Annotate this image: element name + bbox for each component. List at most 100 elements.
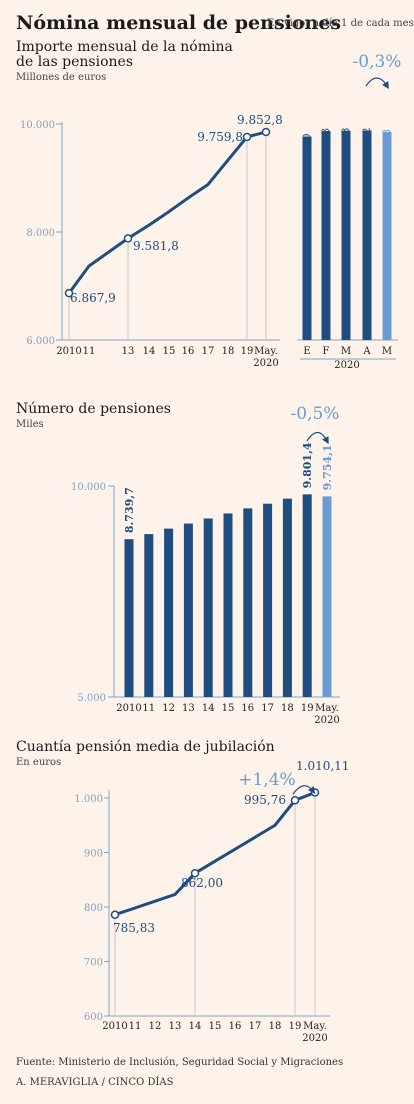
chart2-change-label: -0,3% xyxy=(353,52,402,72)
chart2-x-tick-label: M xyxy=(382,346,392,357)
chart4-x-tick-label-line1: 2020 xyxy=(302,1033,327,1044)
chart1-x-tick-label: 13 xyxy=(122,346,135,357)
chart1-unit: Millones de euros xyxy=(16,72,107,83)
chart1-point-marker xyxy=(261,127,271,137)
chart4-point-label: 995,76 xyxy=(244,793,286,807)
chart3-bar xyxy=(144,534,154,697)
chart4-point-label: 862,00 xyxy=(181,876,223,890)
chart1-point-label: 9.852,8 xyxy=(237,113,283,127)
chart1-x-tick-label-line0: May. xyxy=(254,346,278,357)
chart4-change-label: +1,4% xyxy=(238,770,295,790)
footer-source: Fuente: Ministerio de Inclusión, Segurid… xyxy=(16,1057,344,1068)
chart1-point-label: 9.581,8 xyxy=(133,239,179,253)
chart3-x-tick-label: 18 xyxy=(281,703,294,714)
chart1-point-marker xyxy=(242,132,252,142)
chart1-y-tick-label: 8.000 xyxy=(26,228,55,239)
chart1-point-marker xyxy=(123,234,133,243)
chart1-x-tick-label: 14 xyxy=(143,346,156,357)
chart3-unit: Miles xyxy=(16,419,44,430)
chart3-x-tick-label: 19 xyxy=(301,703,314,714)
chart3-bar xyxy=(322,496,332,697)
chart3-y-tick-label: 10.000 xyxy=(71,482,106,493)
chart1-y-tick-label: 6.000 xyxy=(26,336,55,347)
chart1-x-tick-label: 2010 xyxy=(56,346,81,357)
chart2-bar xyxy=(382,131,392,340)
chart3-bar xyxy=(302,494,312,697)
chart4-y-tick-label: 700 xyxy=(84,958,103,969)
chart4-x-tick-label: 11 xyxy=(129,1021,142,1032)
chart2-bar-value-label: 9.852,8 xyxy=(382,129,393,167)
chart4-y-tick-label: 600 xyxy=(84,1012,103,1023)
footer-credit: A. MERAVIGLIA / CINCO DÍAS xyxy=(16,1077,174,1088)
chart3-x-tick-label: 16 xyxy=(241,703,254,714)
chart1-x-tick-label: 11 xyxy=(83,346,96,357)
chart3-bar xyxy=(183,523,193,697)
chart4-x-tick-label: 2010 xyxy=(102,1021,127,1032)
chart4-point-label: 785,83 xyxy=(113,921,155,935)
chart4-y-tick-label: 800 xyxy=(84,903,103,914)
chart1-point-label: 6.867,9 xyxy=(70,291,116,305)
chart4-change-arrow xyxy=(292,785,316,795)
chart4-point-marker xyxy=(110,910,120,919)
chart3-x-tick-label: 2010 xyxy=(116,703,141,714)
chart2-bar xyxy=(321,130,331,340)
chart4-x-tick-label-line0: May. xyxy=(303,1021,327,1032)
chart4-x-tick-label: 18 xyxy=(269,1021,282,1032)
chart3-bar xyxy=(263,503,273,697)
chart2-change-arrow xyxy=(365,77,389,90)
chart4-point-marker xyxy=(290,796,300,805)
chart3-change-label: -0,5% xyxy=(291,404,340,424)
chart1-point-marker xyxy=(64,288,74,298)
header-subtitle: En vigor a día 1 de cada mes xyxy=(267,18,414,29)
chart2-bar-value-label: 9.872,3 xyxy=(321,128,332,166)
chart3-x-tick-label-line1: 2020 xyxy=(314,715,339,726)
chart2-bar xyxy=(341,130,351,340)
chart1-x-tick-label: 17 xyxy=(202,346,215,357)
chart3-x-tick-label: 15 xyxy=(222,703,235,714)
chart3-y-tick-label: 5.000 xyxy=(77,693,106,704)
chart4-x-tick-label: 17 xyxy=(249,1021,262,1032)
chart2-bar-value-label: 9.879,2 xyxy=(362,128,373,166)
chart2-bar xyxy=(362,130,372,340)
chart1-x-tick-label: 18 xyxy=(222,346,235,357)
chart1-series-line xyxy=(67,130,267,295)
chart3-bar xyxy=(203,518,213,697)
chart4-point-label: 1.010,11 xyxy=(296,759,349,773)
chart1-x-tick-label: 15 xyxy=(163,346,176,357)
chart1-y-tick-label: 10.000 xyxy=(20,120,55,131)
chart1-x-tick-label: 19 xyxy=(241,346,254,357)
chart4-title: Cuantía pensión media de jubilación xyxy=(16,739,275,755)
chart4-x-tick-label: 12 xyxy=(149,1021,162,1032)
chart3-bar-value-label: 9.754,1 xyxy=(321,444,334,490)
chart3-bar-value-label: 9.801,4 xyxy=(301,442,314,488)
chart4-point-marker xyxy=(190,868,200,878)
chart3-title: Número de pensiones xyxy=(16,401,171,417)
chart4-y-tick-label: 900 xyxy=(84,849,103,860)
chart3-x-tick-label: 17 xyxy=(261,703,274,714)
chart2-x-tick-label: E xyxy=(303,346,310,357)
chart4-x-tick-label: 19 xyxy=(289,1021,302,1032)
chart1-point-label: 9.759,8 xyxy=(197,130,243,144)
chart4-series-line xyxy=(114,791,316,917)
chart3-x-tick-label: 11 xyxy=(142,703,155,714)
header-title: Nómina mensual de pensiones xyxy=(16,12,342,34)
chart2-x-tick-label: F xyxy=(323,346,330,357)
chart2-x-tick-label: A xyxy=(362,346,371,357)
chart3-bar xyxy=(282,498,292,697)
chart4-y-tick-label: 1.000 xyxy=(74,794,103,805)
chart3-x-tick-label: 13 xyxy=(182,703,195,714)
chart3-x-tick-label-line0: May. xyxy=(315,703,339,714)
chart4-unit: En euros xyxy=(16,757,62,768)
chart1-title-line1: Importe mensual de la nómina xyxy=(16,39,233,55)
chart4-x-tick-label: 14 xyxy=(189,1021,202,1032)
chart3-bar xyxy=(223,513,233,697)
chart1-x-tick-label: 16 xyxy=(182,346,195,357)
chart1-title-line2: de las pensiones xyxy=(16,54,133,70)
chart2-bar-value-label: 9.769,0 xyxy=(302,133,313,171)
chart3-bar-value-label: 8.739,7 xyxy=(123,487,136,533)
chart4-x-tick-label: 13 xyxy=(169,1021,182,1032)
chart4-x-tick-label: 15 xyxy=(209,1021,222,1032)
chart2-bar-value-label: 9.877,8 xyxy=(341,128,352,166)
chart3-change-arrow xyxy=(306,431,329,445)
